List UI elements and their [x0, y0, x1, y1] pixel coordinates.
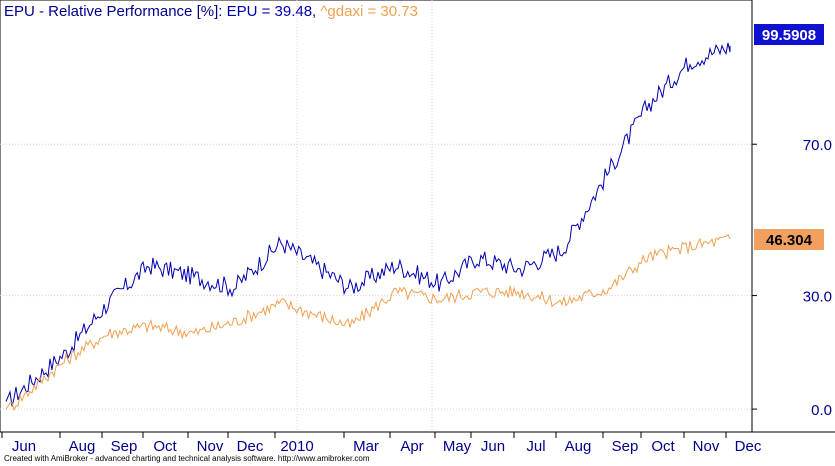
x-tick-label: Sep [612, 438, 639, 455]
footer-credit: Created with AmiBroker - advanced charti… [4, 454, 370, 463]
x-tick-label: Dec [735, 438, 762, 455]
last-value-box [754, 229, 824, 250]
y-tick-label: 70.0 [803, 137, 832, 154]
last-value-box [754, 24, 824, 45]
chart-title: EPU - Relative Performance [%]: EPU = 39… [4, 3, 418, 20]
grid [0, 0, 752, 432]
y-tick-label: 30.0 [803, 289, 832, 306]
series-lines [5, 42, 731, 412]
x-tick-label: Jul [526, 438, 545, 455]
x-tick-label: Jun [12, 438, 36, 455]
x-tick-label: Nov [693, 438, 720, 455]
x-tick-label: Jun [481, 438, 505, 455]
x-tick-label: May [443, 438, 472, 455]
last-value-labels: 99.5908 46.304 [754, 24, 824, 250]
last-value-label: 99.5908 [762, 27, 816, 44]
x-tick-label: Dec [237, 438, 264, 455]
title-prefix: EPU - Relative Performance [%]: [4, 3, 227, 20]
x-axis: Jun Aug Sep Oct Nov Dec 2010 Mar Apr May Jun Jul Aug… [1, 432, 762, 455]
x-tick-label: Oct [651, 438, 675, 455]
series-line-epu [5, 42, 731, 407]
series-line-gdaxi [5, 233, 731, 412]
x-tick-label: Sep [111, 438, 138, 455]
last-value-label: 46.304 [766, 232, 813, 249]
x-tick-label: 2010 [280, 438, 313, 455]
x-tick-label: Nov [197, 438, 224, 455]
title-epu-value: EPU = 39.48, [226, 3, 321, 20]
plot-area [0, 0, 753, 433]
title-gdaxi-value: ^gdaxi = 30.73 [320, 3, 418, 20]
x-tick-label: Apr [400, 438, 423, 455]
x-tick-label: Aug [69, 438, 96, 455]
y-axis: 0.0 30.0 70.0 [752, 137, 832, 419]
x-tick-label: Mar [353, 438, 379, 455]
x-tick-label: Aug [565, 438, 592, 455]
x-tick-label: Oct [153, 438, 177, 455]
y-tick-label: 0.0 [811, 402, 832, 419]
